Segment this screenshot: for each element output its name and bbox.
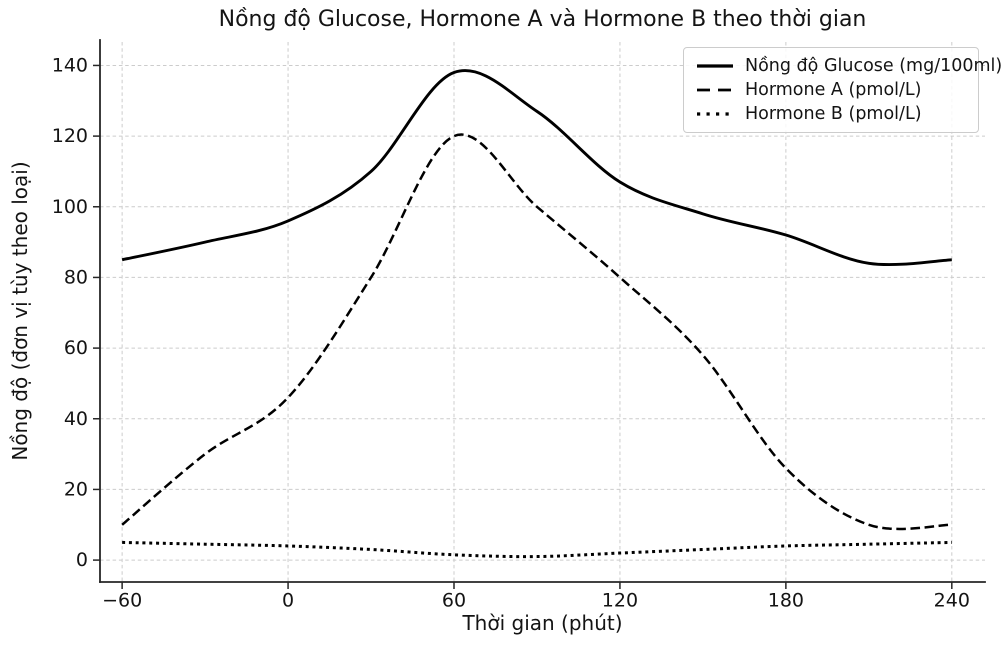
y-tick-label: 60 xyxy=(64,337,88,359)
x-tick-label: −60 xyxy=(102,590,142,612)
x-tick-label: 60 xyxy=(442,590,466,612)
y-tick-label: 40 xyxy=(64,408,88,430)
y-axis-label: Nồng độ (đơn vị tùy theo loại) xyxy=(8,161,32,461)
legend-item-hormone-a: Hormone A (pmol/L) xyxy=(694,78,968,102)
y-tick-label: 80 xyxy=(64,266,88,288)
y-tick-label: 120 xyxy=(52,125,88,147)
chart-title: Nồng độ Glucose, Hormone A và Hormone B … xyxy=(218,7,867,32)
glucose-line xyxy=(121,69,952,267)
legend-label-hormone-a: Hormone A (pmol/L) xyxy=(745,80,922,100)
legend-item-glucose: Nồng độ Glucose (mg/100ml) xyxy=(694,54,1002,78)
x-tick-label: 0 xyxy=(282,590,294,612)
dashed-line-icon xyxy=(697,88,733,92)
legend: Nồng độ Glucose (mg/100ml) Hormone A (pm… xyxy=(683,47,1002,133)
legend-label-hormone-b: Hormone B (pmol/L) xyxy=(745,104,922,124)
dotted-line-icon xyxy=(697,112,733,116)
y-tick-label: 0 xyxy=(76,549,88,571)
legend-label-glucose: Nồng độ Glucose (mg/100ml) xyxy=(745,56,1003,76)
x-tick-label: 120 xyxy=(602,590,638,612)
y-tick-label: 100 xyxy=(52,196,88,218)
y-tick-label: 140 xyxy=(52,54,88,76)
x-tick-label: 180 xyxy=(768,590,804,612)
y-tick-label: 20 xyxy=(64,478,88,500)
x-tick-label: 240 xyxy=(934,590,970,612)
solid-line-icon xyxy=(697,64,733,68)
x-axis-label: Thời gian (phút) xyxy=(462,611,623,635)
legend-item-hormone-b: Hormone B (pmol/L) xyxy=(694,102,968,126)
hormone-a-line xyxy=(121,133,952,531)
hormone-b-line xyxy=(122,540,952,559)
